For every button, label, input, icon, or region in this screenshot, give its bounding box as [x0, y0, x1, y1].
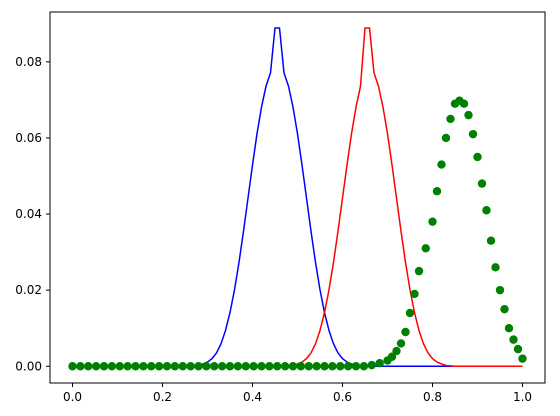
series-2-point	[432, 187, 442, 196]
x-tick-label: 0.4	[243, 390, 262, 404]
series-2-point	[210, 362, 219, 371]
series-2-point	[500, 304, 509, 314]
series-2-point	[131, 362, 140, 371]
series-2-point	[437, 160, 446, 169]
series-2-point	[446, 114, 455, 124]
y-tick-label: 0.02	[15, 283, 42, 297]
series-2-point	[359, 362, 369, 371]
series-2-point	[154, 362, 164, 371]
x-tick-label: 1.0	[513, 390, 532, 404]
series-2-point	[265, 362, 274, 371]
series-2-point	[367, 360, 376, 370]
series-2-point	[482, 206, 491, 215]
series-2-point	[351, 362, 361, 371]
series-2-point	[410, 289, 419, 299]
series-2-point	[509, 335, 518, 344]
series-2-point	[375, 359, 384, 368]
series-2-point	[504, 324, 514, 333]
series-2-point	[495, 285, 505, 295]
series-2-point	[170, 362, 180, 371]
series-2-point	[288, 362, 298, 371]
series-2-point	[107, 362, 117, 371]
series-2-point	[186, 362, 195, 371]
x-tick-label: 0.6	[333, 390, 352, 404]
series-2-point	[280, 362, 290, 371]
series-layer	[68, 27, 527, 371]
series-2-point	[428, 217, 437, 226]
series-2-point	[387, 352, 397, 361]
series-2-point	[336, 362, 345, 371]
series-2-point	[249, 362, 258, 371]
series-2-point	[518, 354, 527, 363]
series-2-point	[241, 362, 250, 371]
series-2-point	[328, 362, 337, 371]
y-tick-label: 0.00	[15, 359, 42, 373]
y-tick-label: 0.08	[15, 55, 42, 69]
y-tick-label: 0.06	[15, 131, 42, 145]
y-tick-label: 0.04	[15, 207, 42, 221]
series-2-point	[486, 236, 496, 245]
series-2-point	[68, 362, 77, 371]
series-2-point	[421, 244, 430, 253]
series-2-point	[343, 362, 353, 371]
series-2-point	[99, 362, 109, 371]
series-2-point	[491, 263, 500, 272]
series-2-point	[320, 362, 329, 371]
x-tick-label: 0.2	[153, 390, 172, 404]
series-2-point	[225, 362, 235, 371]
series-2-point	[202, 362, 211, 371]
series-2-point	[464, 110, 473, 120]
series-2-point	[441, 133, 451, 143]
series-2-point	[147, 362, 156, 371]
series-2-point	[76, 362, 85, 371]
series-2-point	[473, 152, 482, 162]
series-2-point	[513, 344, 523, 354]
series-2-point	[217, 362, 227, 371]
y-axis-ticks: 0.00 0.02 0.04 0.06 0.08	[15, 55, 50, 373]
series-2-point	[477, 179, 487, 188]
series-2-point	[396, 339, 406, 348]
series-2-point	[468, 129, 478, 139]
series-2-point	[194, 362, 203, 371]
series-2-point	[312, 362, 321, 371]
series-2-point	[401, 327, 410, 337]
series-2-point	[162, 362, 172, 371]
series-2-point	[273, 362, 282, 371]
series-2-point	[84, 362, 93, 371]
series-2-point	[115, 362, 124, 371]
series-2-point	[123, 362, 132, 371]
series-2-point	[405, 308, 415, 318]
x-tick-label: 0.0	[63, 390, 82, 404]
series-2-point	[139, 362, 148, 371]
series-2-point	[414, 266, 424, 276]
series-2-point	[178, 362, 187, 371]
series-2-point	[459, 99, 469, 108]
series-2-point	[233, 362, 243, 371]
series-2-point	[91, 362, 101, 371]
x-tick-label: 0.8	[423, 390, 442, 404]
series-2-point	[257, 362, 266, 371]
axes-frame	[49, 11, 546, 384]
series-2-point	[304, 362, 313, 371]
series-2-point	[392, 346, 401, 356]
axes-layer	[49, 11, 546, 384]
x-axis-ticks: 0.0 0.2 0.4 0.6 0.8 1.0	[63, 383, 532, 404]
plot-area	[50, 12, 545, 383]
series-2-point	[296, 362, 306, 371]
